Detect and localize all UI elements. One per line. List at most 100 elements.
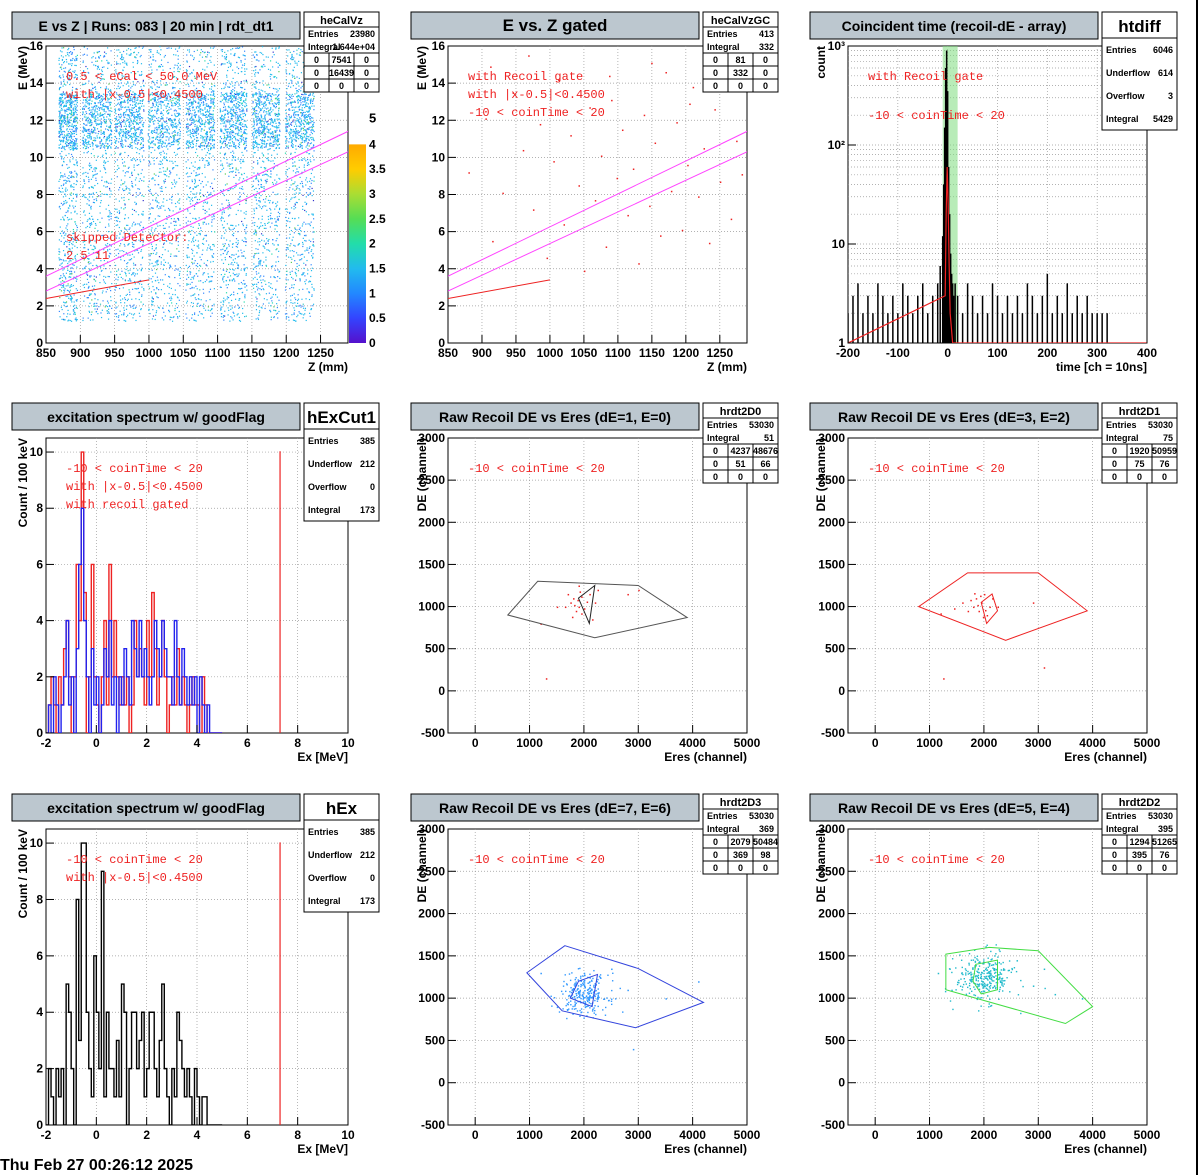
data-point (191, 180, 193, 183)
data-point (122, 69, 124, 72)
data-point (176, 112, 178, 114)
data-point (193, 262, 195, 264)
data-point (130, 112, 133, 114)
data-point (129, 97, 131, 99)
data-point (128, 54, 130, 56)
data-point (59, 123, 62, 125)
data-point (118, 138, 120, 140)
data-point (229, 133, 231, 135)
data-point (152, 309, 154, 311)
data-point (179, 93, 181, 96)
data-point (226, 146, 228, 148)
data-point (242, 283, 244, 285)
data-point (86, 124, 88, 126)
data-point (201, 180, 203, 183)
data-point (67, 107, 70, 109)
data-point (194, 115, 197, 118)
data-point (143, 288, 145, 290)
data-point (73, 313, 75, 315)
data-point (89, 122, 91, 124)
data-point (191, 121, 193, 124)
data-point (115, 307, 117, 309)
data-point (61, 187, 64, 189)
data-point (187, 247, 189, 249)
data-point (96, 173, 98, 175)
data-point (195, 114, 198, 116)
data-point (158, 152, 161, 154)
data-point (123, 227, 126, 229)
data-point (135, 306, 137, 308)
data-point (70, 134, 72, 136)
data-point (174, 87, 176, 89)
data-point (76, 246, 78, 249)
data-point (95, 120, 97, 122)
data-point (165, 120, 167, 122)
data-point (110, 253, 112, 255)
data-point (76, 229, 78, 231)
data-point (135, 140, 137, 142)
data-point (121, 131, 123, 133)
data-point (200, 134, 202, 137)
data-point (176, 140, 179, 142)
data-point (155, 310, 158, 312)
data-point (98, 130, 100, 133)
data-point (116, 88, 118, 90)
data-point (200, 280, 202, 282)
data-point (59, 76, 61, 79)
data-point (210, 115, 212, 118)
data-point (72, 147, 74, 150)
data-point (210, 122, 212, 124)
data-point (163, 293, 166, 295)
data-point (114, 216, 117, 219)
data-point (89, 268, 91, 270)
data-point (191, 197, 194, 199)
data-point (140, 264, 142, 266)
data-point (165, 128, 167, 130)
data-point (170, 296, 172, 298)
data-point (155, 103, 157, 105)
data-point (130, 121, 132, 123)
data-point (66, 100, 68, 102)
data-point (95, 122, 97, 124)
data-point (60, 86, 62, 89)
data-point (172, 99, 174, 101)
data-point (104, 122, 106, 124)
data-point (212, 127, 215, 129)
data-point (152, 315, 155, 317)
data-point (119, 132, 122, 134)
data-point (67, 219, 69, 221)
data-point (88, 104, 90, 106)
data-point (173, 166, 175, 169)
data-point (213, 107, 215, 109)
data-point (90, 152, 92, 155)
data-point (69, 218, 71, 220)
data-point (151, 132, 154, 134)
data-point (84, 182, 86, 185)
data-point (157, 138, 159, 141)
data-point (110, 146, 112, 148)
data-point (149, 143, 152, 145)
data-point (66, 135, 68, 137)
data-point (100, 104, 102, 106)
data-point (68, 297, 70, 299)
data-point (118, 141, 120, 143)
data-point (206, 135, 208, 137)
data-point (62, 175, 64, 177)
data-point (169, 142, 171, 144)
data-point (207, 306, 210, 308)
data-point (92, 319, 94, 321)
data-point (149, 109, 151, 111)
data-point (224, 106, 226, 108)
data-point (211, 216, 213, 218)
data-point (211, 113, 213, 116)
data-point (82, 319, 84, 322)
data-point (194, 93, 197, 95)
data-point (115, 61, 118, 63)
data-point (228, 189, 230, 192)
data-point (194, 239, 197, 241)
data-point (82, 131, 84, 133)
data-point (103, 110, 105, 112)
data-point (95, 60, 97, 62)
data-point (103, 116, 105, 118)
data-point (136, 135, 139, 138)
